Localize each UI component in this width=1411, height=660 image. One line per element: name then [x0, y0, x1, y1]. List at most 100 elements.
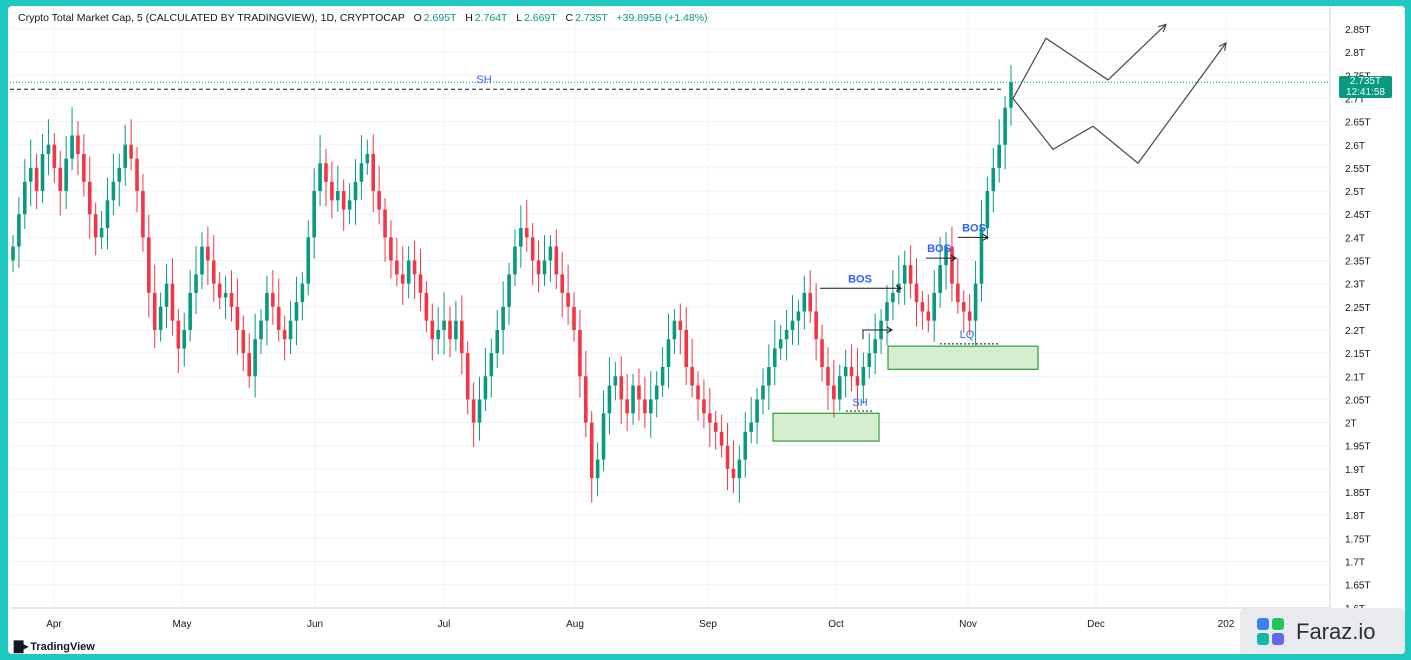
- candle: [477, 376, 482, 441]
- candle-body: [141, 191, 145, 238]
- symbol-title: Crypto Total Market Cap, 5 (CALCULATED B…: [18, 12, 405, 24]
- candle: [194, 246, 198, 315]
- annotation-label: BOS: [962, 222, 986, 234]
- candle: [584, 350, 588, 438]
- candle: [105, 177, 110, 250]
- candle: [164, 263, 169, 329]
- candle-body: [790, 320, 795, 330]
- candle-body: [454, 320, 458, 340]
- candle-body: [52, 144, 57, 168]
- y-tick-label: 2.7T: [1345, 94, 1365, 105]
- x-tick-label: Jun: [307, 619, 323, 630]
- demand-zone: [887, 345, 1039, 370]
- candle-body: [908, 265, 913, 284]
- projection-arrow-icon: [1158, 23, 1167, 33]
- candle: [465, 341, 470, 415]
- candle-body: [182, 329, 187, 349]
- candle-body: [117, 167, 122, 182]
- candle: [861, 352, 866, 404]
- candle: [58, 150, 63, 216]
- candle: [755, 387, 759, 444]
- candle-body: [465, 353, 470, 400]
- candle: [684, 307, 689, 386]
- candle-body: [460, 320, 464, 354]
- candles: [11, 65, 1013, 503]
- candle-body: [548, 246, 553, 261]
- x-tick-label: Sep: [699, 619, 717, 630]
- candle: [111, 153, 116, 216]
- candle-body: [312, 191, 316, 238]
- candle: [365, 139, 370, 175]
- candle-body: [347, 200, 352, 210]
- x-tick-label: May: [173, 619, 192, 630]
- candle-body: [684, 329, 689, 367]
- candle: [495, 310, 500, 368]
- candle: [654, 371, 659, 418]
- candle: [613, 361, 618, 401]
- price-axis[interactable]: 2.85T2.8T2.75T2.7T2.65T2.6T2.55T2.5T2.45…: [1345, 25, 1371, 615]
- candle-body: [424, 292, 429, 321]
- candle-body: [64, 158, 68, 192]
- candle: [554, 229, 559, 290]
- candle: [117, 153, 122, 207]
- candle-body: [755, 399, 759, 423]
- candle: [849, 344, 854, 392]
- candle: [28, 139, 33, 207]
- candle: [885, 285, 889, 346]
- candle: [152, 264, 157, 349]
- time-axis[interactable]: Apr May Jun Jul Aug Sep Oct Nov Dec 202: [46, 619, 1235, 630]
- candle: [837, 364, 842, 411]
- y-tick-label: 1.75T: [1345, 534, 1371, 545]
- candle: [271, 270, 275, 325]
- candle: [560, 251, 564, 318]
- candle-body: [914, 283, 919, 303]
- candle: [743, 411, 748, 478]
- candle-body: [578, 329, 582, 377]
- candle: [932, 270, 937, 342]
- candle-body: [359, 163, 364, 182]
- bos-arrow-icon: [950, 254, 957, 262]
- candle-body: [826, 366, 830, 386]
- candle: [796, 299, 801, 346]
- open-label: O: [413, 12, 422, 24]
- candle-body: [802, 292, 807, 312]
- candle-body: [725, 445, 730, 469]
- candle: [34, 153, 39, 210]
- candle-body: [324, 163, 328, 182]
- candle-body: [932, 292, 937, 321]
- candle: [767, 344, 771, 411]
- tradingview-logo[interactable]: ▇▸ TradingView: [14, 639, 95, 653]
- candle: [200, 232, 204, 290]
- candle-body: [666, 339, 671, 367]
- candle-body: [530, 237, 535, 261]
- candle-body: [749, 422, 753, 432]
- candle: [359, 135, 364, 200]
- y-tick-label: 2.55T: [1345, 164, 1371, 175]
- candle-body: [713, 422, 718, 432]
- candle-body: [873, 339, 877, 354]
- candle-body: [867, 353, 872, 367]
- candle-body: [341, 191, 346, 210]
- candle-body: [58, 167, 63, 192]
- y-tick-label: 1.65T: [1345, 581, 1371, 592]
- candle: [536, 240, 541, 293]
- candle-body: [99, 228, 104, 238]
- candle: [265, 275, 269, 346]
- candle-body: [123, 144, 128, 168]
- candle: [23, 159, 27, 230]
- y-tick-label: 2.25T: [1345, 303, 1371, 314]
- candle-body: [607, 385, 612, 414]
- candle: [578, 310, 582, 398]
- x-tick-label: Apr: [46, 619, 62, 630]
- y-tick-label: 1.85T: [1345, 488, 1371, 499]
- candle: [713, 410, 718, 450]
- candle: [288, 300, 293, 355]
- candle-body: [554, 246, 559, 275]
- candle: [772, 320, 777, 386]
- candle: [211, 235, 216, 302]
- candle: [784, 310, 789, 361]
- candle-body: [643, 399, 647, 414]
- candle: [412, 240, 417, 299]
- candle: [572, 292, 576, 342]
